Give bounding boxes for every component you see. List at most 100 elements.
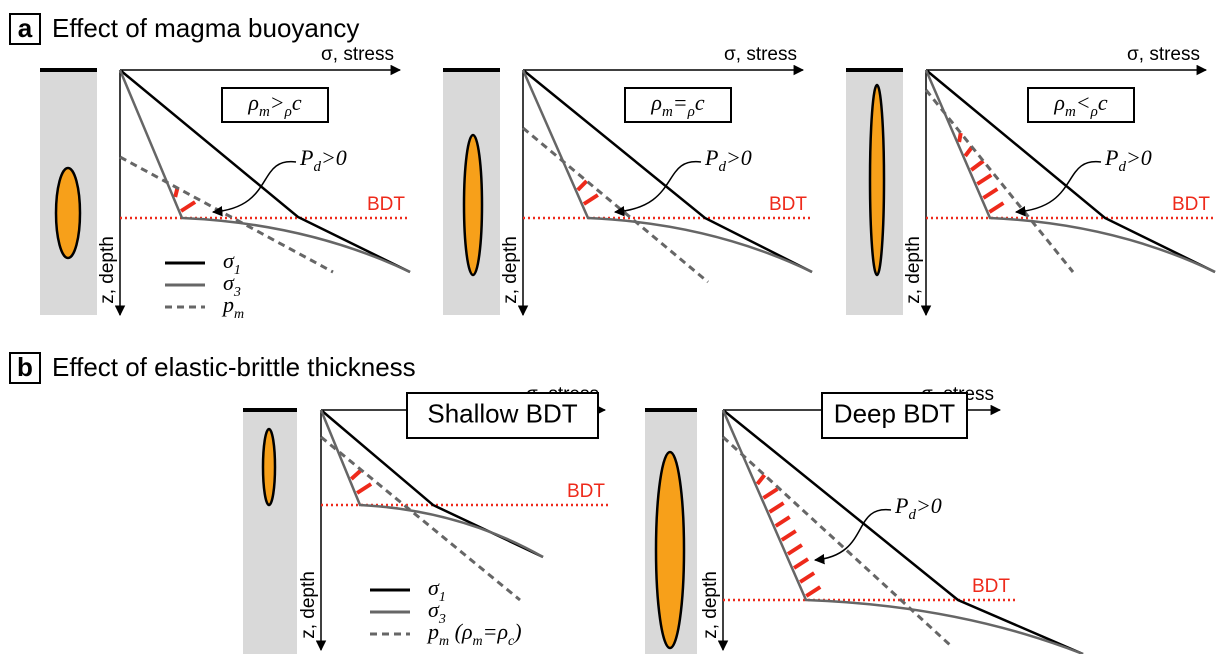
text-segment: >0: [916, 493, 942, 518]
magma-body: [868, 83, 886, 277]
condition-label: ρm=ρc: [650, 90, 704, 120]
hatch: [582, 193, 599, 206]
bdt-label: BDT: [367, 194, 405, 215]
text-segment: P: [299, 145, 313, 170]
condition-box: [1027, 87, 1135, 123]
text-segment: ρ: [284, 104, 292, 120]
sigma1-line: [119, 69, 411, 274]
hatch: [355, 482, 373, 495]
pd-arrow: [1014, 161, 1102, 217]
hatch: [768, 501, 785, 514]
depth-axis-label: z, depth: [700, 571, 721, 639]
condition-label: Shallow BDT: [427, 398, 577, 428]
hatch: [970, 159, 985, 172]
hatch: [957, 132, 963, 143]
text-segment: >0: [1126, 145, 1152, 170]
bdt-label: BDT: [769, 194, 807, 215]
legend-label: σ3: [428, 597, 446, 627]
text-segment: d: [908, 507, 916, 523]
text-segment: ρ: [1090, 104, 1098, 120]
text-segment: σ: [428, 597, 440, 622]
text-segment: (ρ: [449, 619, 472, 644]
text-segment: c: [508, 634, 515, 649]
magma-body: [462, 133, 484, 277]
magma-body: [261, 427, 277, 507]
legend-label: σ1: [223, 248, 241, 278]
sigma3-line: [118, 69, 411, 274]
legend-label: pm: [221, 292, 244, 322]
text-segment: m: [1065, 104, 1076, 120]
magma-body: [654, 450, 686, 650]
text-segment: ρ: [650, 90, 662, 115]
stress-axis-label: σ, stress: [321, 44, 394, 65]
stress-axis-label: σ, stress: [1127, 44, 1200, 65]
magma-pressure: [721, 435, 952, 647]
condition-label: ρm<ρc: [1053, 90, 1107, 120]
magma-pressure: [522, 126, 709, 284]
letter-box: [9, 352, 41, 384]
text-segment: Shallow BDT: [427, 398, 577, 428]
text-segment: >0: [321, 145, 347, 170]
text-segment: p: [221, 292, 234, 317]
text-segment: m: [662, 104, 673, 120]
hatch: [988, 201, 1005, 214]
hatch: [805, 585, 822, 598]
sigma3-line: [924, 69, 1216, 274]
pd-label: Pd>0: [894, 493, 942, 523]
condition-box: [624, 87, 732, 123]
condition-box: [406, 392, 599, 439]
depth-axis-label: z, depth: [97, 236, 118, 304]
hatch: [762, 487, 779, 500]
text-segment: =: [673, 90, 688, 115]
text-segment: σ: [223, 248, 235, 273]
hatch: [349, 468, 363, 481]
magma-body: [54, 166, 82, 260]
text-segment: m: [473, 634, 483, 649]
letter-box: [9, 13, 41, 45]
depth-axis-label: z, depth: [298, 571, 319, 639]
text-segment: Deep BDT: [834, 398, 955, 428]
bdt-label: BDT: [972, 576, 1010, 597]
hatch: [780, 529, 797, 542]
text-segment: m: [234, 307, 244, 322]
text-segment: c: [1098, 90, 1108, 115]
text-segment: 1: [234, 263, 241, 278]
bdt-label: BDT: [1172, 194, 1210, 215]
text-segment: 3: [438, 612, 446, 627]
magma-pressure: [320, 435, 521, 602]
hatch: [576, 179, 589, 192]
stress-axis-label: σ, stress: [724, 44, 797, 65]
pd-label: Pd>0: [704, 145, 752, 175]
text-segment: c: [292, 90, 302, 115]
pd-label: Pd>0: [299, 145, 347, 175]
magma-pressure: [924, 89, 1075, 273]
hatch: [963, 145, 974, 158]
sigma1-line: [925, 69, 1216, 274]
text-segment: σ: [428, 575, 440, 600]
text-segment: P: [1104, 145, 1118, 170]
panel-letter: b: [17, 352, 33, 382]
depth-axis-label: z, depth: [500, 236, 521, 304]
pd-arrow: [613, 161, 702, 217]
hatch: [792, 557, 810, 570]
hatch: [799, 571, 816, 584]
text-segment: ρ: [687, 104, 695, 120]
sigma1-line: [522, 69, 813, 274]
text-segment: <: [1076, 90, 1091, 115]
pd-label: Pd>0: [1104, 145, 1152, 175]
condition-label: Deep BDT: [834, 398, 955, 428]
sigma3-line: [721, 409, 1084, 654]
magma-pressure: [119, 155, 334, 274]
text-segment: >: [270, 90, 285, 115]
text-segment: ρ: [1053, 90, 1065, 115]
text-segment: P: [894, 493, 908, 518]
depth-axis-label: z, depth: [903, 236, 924, 304]
sigma3-line: [319, 409, 544, 559]
hatch: [774, 515, 791, 528]
text-segment: m: [439, 634, 449, 649]
panel-title: Effect of magma buoyancy: [52, 13, 359, 43]
legend-label: σ3: [223, 270, 241, 300]
hatch: [976, 173, 993, 186]
condition-box: [821, 392, 968, 439]
